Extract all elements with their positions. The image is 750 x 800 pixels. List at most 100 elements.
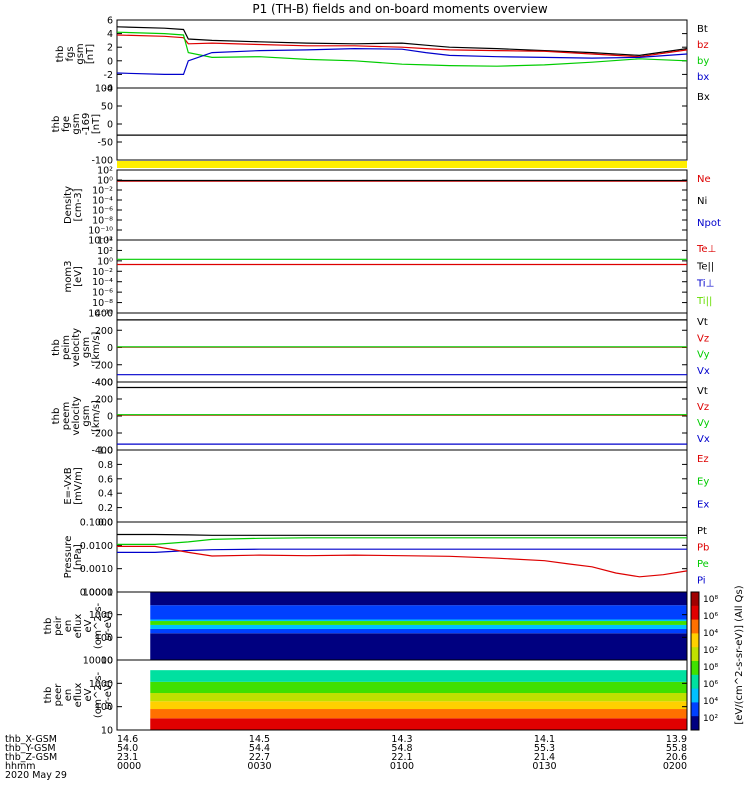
legend-Ne: Ne <box>697 174 711 185</box>
colorbar-segment <box>691 702 699 717</box>
y-axis-label: Pressure <box>63 536 74 579</box>
y-axis-label: E=-VxB <box>63 467 74 504</box>
legend-Pi: Pi <box>697 576 706 587</box>
colorbar-segment <box>691 688 699 703</box>
series-Pe-line <box>117 537 687 546</box>
y-tick-label: -200 <box>91 429 113 440</box>
x-axis-value: 21.4 <box>534 752 555 763</box>
colorbar: 10⁸ 10⁶ 10⁴ 10² 10⁸ 10⁶ 10⁴ 10² [eV/(cm^2-s-sr-e… <box>690 585 745 731</box>
x-axis-value: 54.0 <box>117 743 138 754</box>
y-axis-label: thb <box>43 618 54 635</box>
y-tick-label: 10⁻⁶ <box>92 288 113 299</box>
y-tick-label: 10⁻⁸ <box>92 298 113 309</box>
y-tick-label: 50 <box>101 102 113 113</box>
legend-Npot: Npot <box>697 218 721 229</box>
legend-by: by <box>697 56 709 67</box>
panel-frame <box>116 659 688 731</box>
y-axis-label: peem <box>61 402 72 430</box>
y-axis-label: thb <box>51 408 62 425</box>
heatmap-gap <box>117 660 151 730</box>
legend-Vz: Vz <box>697 333 709 344</box>
plot-title: P1 (TH-B) fields and on-board moments ov… <box>252 2 548 16</box>
y-tick-label: 0.1000 <box>80 518 113 529</box>
heatmap-band <box>150 718 687 730</box>
y-axis-label: [km/s] <box>91 400 102 432</box>
x-axis-value: 23.1 <box>117 752 138 763</box>
x-axis-value: 14.6 <box>117 734 138 745</box>
y-axis-label: sr-eV) <box>103 680 114 709</box>
y-tick-label: -50 <box>97 138 113 149</box>
y-tick-label: 1.0 <box>98 446 113 457</box>
y-axis-label: en <box>63 689 74 702</box>
y-tick-label: 200 <box>95 395 113 406</box>
y-tick-label: 200 <box>95 326 113 337</box>
heatmap-band <box>150 670 687 682</box>
x-axis-value: 55.8 <box>666 743 687 754</box>
y-tick-label: 0.8 <box>98 460 113 471</box>
x-axis-value: 14.5 <box>249 734 270 745</box>
x-axis-value: 0100 <box>390 761 414 772</box>
series-Pb-line <box>117 545 688 578</box>
colorbar-tick-label: 10⁴ <box>703 629 718 639</box>
y-tick-label: 10⁴ <box>97 236 113 247</box>
y-axis-label: peim <box>61 335 72 360</box>
legend-Ni: Ni <box>697 196 707 207</box>
colorbar-tick-label: 10² <box>703 646 718 656</box>
heatmap-band <box>150 693 687 702</box>
colorbar-tick-label: 10⁸ <box>703 595 718 605</box>
colorbar-segment <box>691 661 699 676</box>
y-tick-label: -2 <box>104 70 113 81</box>
heatmap-band <box>150 681 687 694</box>
legend-Vt: Vt <box>697 317 708 328</box>
x-axis-value: 54.4 <box>249 743 270 754</box>
y-tick-label: 10⁻² <box>92 267 113 278</box>
legend-bz: bz <box>697 40 709 51</box>
colorbar-segment <box>691 633 699 648</box>
colorbar-frame <box>690 591 700 731</box>
x-axis-row-label: thb_X-GSM <box>5 734 57 745</box>
y-tick-label: 6 <box>107 16 113 27</box>
y-tick-label: 10⁻¹⁰ <box>88 309 113 320</box>
y-tick-label: -100 <box>91 156 113 167</box>
y-tick-label: 0.4 <box>98 489 113 500</box>
legend-Te: Te|| <box>696 261 714 272</box>
y-axis-label: gsm <box>71 113 82 134</box>
y-axis-label: gsm <box>75 43 86 64</box>
x-axis-value: 0200 <box>663 761 687 772</box>
legend-Ez: Ez <box>697 454 709 465</box>
colorbar-tick-label: 10⁶ <box>703 612 718 622</box>
x-axis-date: 2020 May 29 <box>5 770 67 781</box>
legend-Vy: Vy <box>697 350 710 361</box>
y-axis-label: gsm <box>81 405 92 426</box>
y-axis-label: (cm^2-s- <box>93 671 104 718</box>
panel-fge_gsm: 100 50 0 -50 -100 thb fge gsm -169 [nT] Bx <box>51 84 710 167</box>
colorbar-tick-label: 10⁴ <box>703 697 718 707</box>
colorbar-tick-label: 10⁶ <box>703 680 718 690</box>
y-tick-label: -4 <box>104 84 113 95</box>
colorbar-segment <box>691 592 699 607</box>
y-tick-label: 10² <box>97 246 113 257</box>
y-tick-label: 10⁻¹⁰ <box>88 226 113 237</box>
y-tick-label: 10000 <box>83 588 113 599</box>
y-tick-label: -400 <box>91 378 113 389</box>
y-axis-label: -169 <box>81 113 92 136</box>
panel-efield: 1.0 0.8 0.6 0.4 0.2 0.0 E=-VxB [mV/m] Ez Ey Ex <box>63 446 709 529</box>
x-axis-row-label: thb_Z-GSM <box>5 752 57 763</box>
y-tick-label: 10 <box>101 726 113 737</box>
y-tick-label: 0.6 <box>98 474 113 485</box>
y-tick-label: 0.0001 <box>80 588 113 599</box>
legend-Vy: Vy <box>697 418 710 429</box>
heatmap-band <box>150 605 687 620</box>
legend-Vt: Vt <box>697 386 708 397</box>
legend-Ex: Ex <box>697 499 709 510</box>
y-tick-label: 0.0010 <box>80 564 113 575</box>
colorbar-label: [eV/(cm^2-s-sr-eV)] (All Qs) <box>734 585 745 724</box>
y-tick-label: 10² <box>97 166 113 177</box>
series-Bt-line <box>116 26 688 57</box>
y-tick-label: 10⁻⁴ <box>92 196 113 207</box>
x-axis-value: 54.8 <box>391 743 412 754</box>
y-axis-label: thb <box>43 687 54 704</box>
panel-frame <box>116 521 688 593</box>
